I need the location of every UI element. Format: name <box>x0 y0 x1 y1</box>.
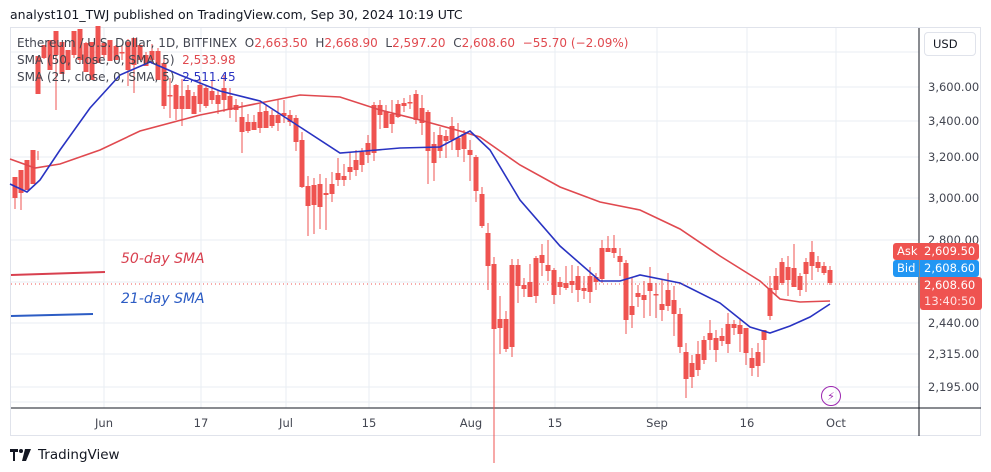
time-tick-label: 17 <box>193 416 209 430</box>
sma50-legend-value: 2,533.98 <box>182 53 236 67</box>
brand-name: TradingView <box>38 447 120 463</box>
price-tick-label: 3,000.00 <box>928 191 980 205</box>
price-tick-label: 2,440.00 <box>928 316 980 330</box>
publisher-line: analyst101_TWJ published on TradingView.… <box>10 7 463 22</box>
price-tick-label: 3,400.00 <box>928 114 980 128</box>
price-tick-label: 2,315.00 <box>928 347 980 361</box>
currency-button[interactable]: USD <box>924 32 976 56</box>
change-value: −55.70 (−2.09%) <box>522 36 629 50</box>
symbol-title[interactable]: Ethereum / U.S. Dollar, 1D, BITFINEX <box>17 36 238 50</box>
bid-price-tag: 2,608.60 <box>920 260 980 277</box>
time-tick-label: Oct <box>826 416 846 430</box>
last-price-tag: 2,608.60 13:40:50 <box>920 277 982 310</box>
close-value: 2,608.60 <box>461 36 516 50</box>
time-tick-label: Jul <box>279 416 293 430</box>
sma50-legend-label[interactable]: SMA (50, close, 0, SMA, 5) <box>17 53 175 67</box>
tradingview-logo-icon <box>10 449 31 461</box>
sma21-annotation: 21-day SMA <box>121 291 205 307</box>
time-tick-label: Sep <box>646 416 668 430</box>
sma21-legend-value: 2,511.45 <box>182 70 236 84</box>
low-value: 2,597.20 <box>392 36 446 50</box>
bid-tag-label: Bid <box>893 260 920 277</box>
time-tick-label: 15 <box>361 416 377 430</box>
time-tick-label: Aug <box>459 416 483 430</box>
time-tick-label: 15 <box>547 416 563 430</box>
sma50-annotation: 50-day SMA <box>121 251 205 267</box>
time-tick-label: 16 <box>739 416 755 430</box>
time-tick-label: Jun <box>95 416 113 430</box>
tradingview-logo[interactable]: TradingView <box>10 447 120 463</box>
ask-tag-label: Ask <box>893 243 922 260</box>
price-tick-label: 2,195.00 <box>928 380 980 394</box>
bar-countdown: 13:40:50 <box>924 294 976 308</box>
last-price-value: 2,608.60 <box>924 278 976 292</box>
sma21-legend-label[interactable]: SMA (21, close, 0, SMA, 5) <box>17 70 175 84</box>
price-tick-label: 3,200.00 <box>928 150 980 164</box>
price-tick-label: 3,600.00 <box>928 80 980 94</box>
high-value: 2,668.90 <box>324 36 378 50</box>
lightning-icon[interactable]: ⚡ <box>821 386 841 406</box>
ask-price-tag: 2,609.50 <box>920 243 980 260</box>
open-value: 2,663.50 <box>254 36 308 50</box>
chart-legend: Ethereum / U.S. Dollar, 1D, BITFINEX O2,… <box>17 36 629 84</box>
